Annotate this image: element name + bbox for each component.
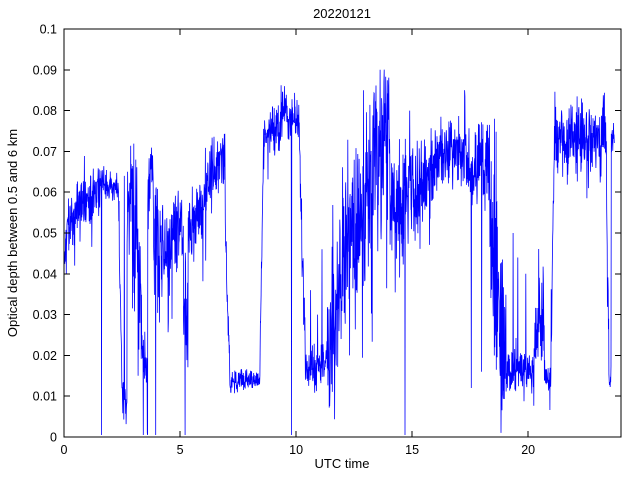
y-tick-label: 0.08	[33, 104, 57, 118]
y-tick-label: 0.01	[33, 390, 57, 404]
data-line	[63, 69, 615, 436]
y-tick-label: 0.1	[40, 23, 57, 37]
x-tick-label: 10	[289, 443, 303, 457]
y-tick-label: 0.06	[33, 186, 57, 200]
y-tick-label: 0.04	[33, 267, 57, 281]
chart-title: 20220121	[313, 6, 371, 21]
y-axis-label: Optical depth between 0.5 and 6 km	[5, 129, 20, 337]
x-tick-label: 20	[521, 443, 535, 457]
axes-box	[63, 28, 622, 438]
x-axis-label: UTC time	[315, 456, 370, 471]
y-tick-label: 0	[50, 431, 57, 445]
x-tick-label: 0	[61, 443, 68, 457]
y-tick-label: 0.02	[33, 349, 57, 363]
y-tick-label: 0.07	[33, 145, 57, 159]
y-tick-label: 0.09	[33, 63, 57, 77]
x-tick-label: 5	[177, 443, 184, 457]
y-tick-label: 0.03	[33, 308, 57, 322]
y-tick-label: 0.05	[33, 227, 57, 241]
x-tick-label: 15	[405, 443, 419, 457]
